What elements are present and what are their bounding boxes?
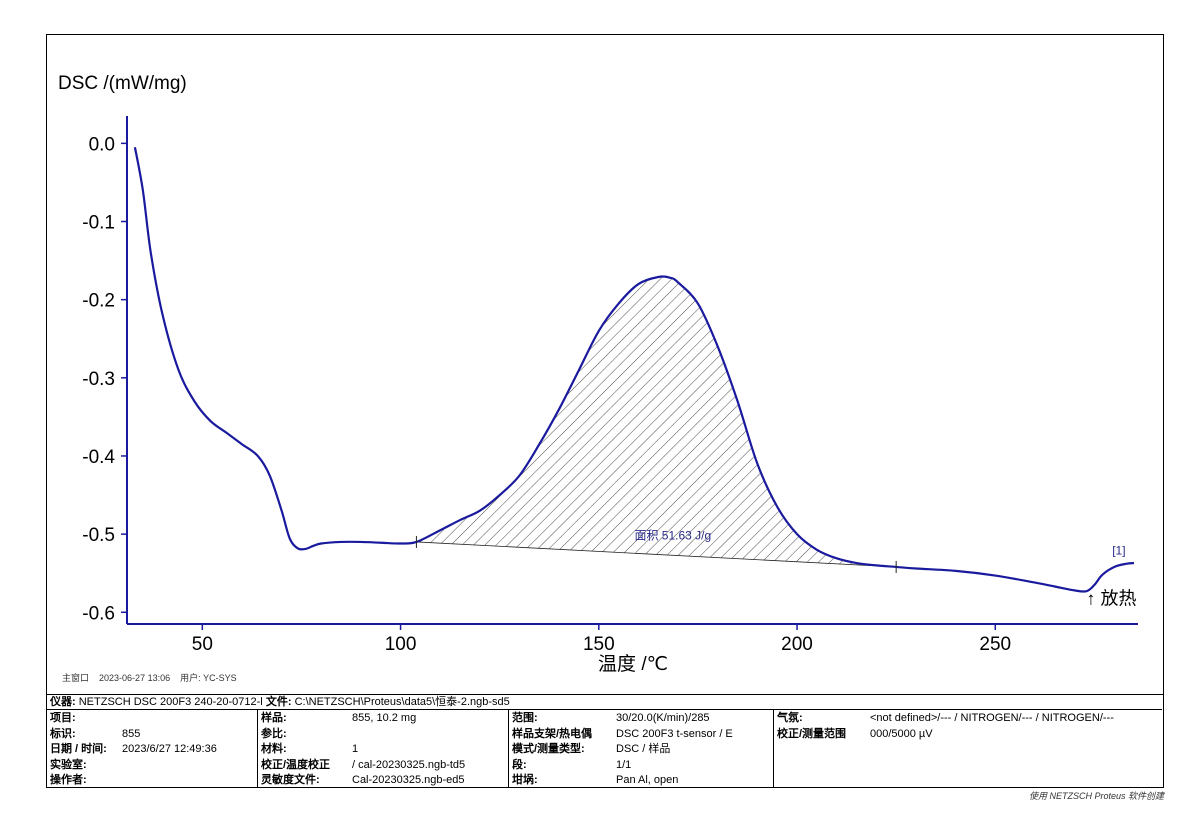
info-value: 1 bbox=[352, 743, 359, 756]
info-key: 校正/测量范围 bbox=[777, 727, 847, 740]
info-value: / cal-20230325.ngb-td5 bbox=[352, 758, 466, 771]
user-label: 用户: bbox=[180, 673, 201, 683]
y-tick-label: -0.3 bbox=[82, 369, 115, 390]
info-key: 段: bbox=[512, 758, 527, 771]
x-tick-label: 100 bbox=[385, 634, 417, 655]
info-key: 项目: bbox=[50, 712, 76, 724]
user-name: YC-SYS bbox=[203, 673, 237, 683]
footer-credit: 使用 NETZSCH Proteus 软件创建 bbox=[1028, 791, 1164, 801]
x-tick-label: 200 bbox=[781, 634, 813, 655]
axes bbox=[126, 116, 1138, 625]
y-axis-label: DSC /(mW/mg) bbox=[58, 73, 187, 94]
info-key: 气氛: bbox=[777, 712, 803, 724]
info-value: 855, 10.2 mg bbox=[352, 712, 417, 724]
window-meta: 主窗口 2023-06-27 13:06 用户: YC-SYS bbox=[62, 671, 237, 684]
info-key: 样品: bbox=[261, 712, 287, 724]
instrument-value: NETZSCH DSC 200F3 240-20-0712-l bbox=[78, 696, 263, 708]
info-key: 模式/测量类型: bbox=[512, 743, 585, 756]
info-header: 仪器: NETZSCH DSC 200F3 240-20-0712-l 文件: … bbox=[50, 695, 510, 709]
info-key: 样品支架/热电偶 bbox=[512, 727, 593, 740]
file-key: 文件: bbox=[265, 696, 292, 708]
y-tick-label: 0.0 bbox=[89, 134, 115, 155]
x-axis-label: 温度 /℃ bbox=[598, 653, 668, 675]
integration-baseline bbox=[416, 541, 897, 568]
info-value: 30/20.0(K/min)/285 bbox=[616, 712, 710, 724]
y-tick-label: -0.5 bbox=[82, 525, 115, 546]
info-key: 日期 / 时间: bbox=[50, 743, 107, 756]
integration-marks bbox=[415, 535, 897, 573]
dsc-chart: DSC /(mW/mg) 0.0 -0.1 -0.2 -0.3 -0.4 -0.5 -0.6… bbox=[58, 73, 1138, 675]
y-tick-label: -0.1 bbox=[82, 213, 115, 234]
info-key: 范围: bbox=[512, 712, 538, 724]
info-key: 参比: bbox=[261, 727, 287, 740]
x-tick-label: 250 bbox=[979, 634, 1011, 655]
info-value: Pan Al, open bbox=[616, 774, 679, 787]
y-tick-label: -0.4 bbox=[82, 447, 115, 468]
info-key: 灵敏度文件: bbox=[261, 774, 320, 787]
info-key: 坩埚: bbox=[512, 774, 538, 787]
y-tick-label: -0.6 bbox=[82, 603, 115, 624]
info-value: DSC 200F3 t-sensor / E bbox=[616, 727, 733, 740]
info-value: Cal-20230325.ngb-ed5 bbox=[352, 774, 465, 787]
info-key: 操作者: bbox=[50, 774, 87, 787]
col-divider-3 bbox=[773, 710, 774, 788]
y-tick-label: -0.2 bbox=[82, 291, 115, 312]
info-key: 标识: bbox=[50, 727, 76, 740]
col-divider-2 bbox=[508, 710, 509, 788]
measurement-info-table: 仪器: NETZSCH DSC 200F3 240-20-0712-l 文件: … bbox=[46, 694, 1164, 788]
timestamp: 2023-06-27 13:06 bbox=[99, 673, 171, 683]
instrument-key: 仪器: bbox=[50, 696, 76, 708]
exo-direction-label: ↑ 放热 bbox=[1086, 588, 1136, 608]
main-window-label: 主窗口 bbox=[62, 673, 90, 683]
integration-area bbox=[416, 276, 897, 567]
info-value: DSC / 样品 bbox=[616, 743, 671, 756]
ticks: 0.0 -0.1 -0.2 -0.3 -0.4 -0.5 -0.6 50 100 150 200 25… bbox=[82, 134, 1011, 655]
area-label: 面积 51.63 J/g bbox=[634, 529, 711, 543]
file-value: C:\NETZSCH\Proteus\data5\恒泰-2.ngb-sd5 bbox=[294, 696, 510, 708]
info-divider bbox=[46, 709, 1162, 710]
info-key: 材料: bbox=[261, 743, 287, 756]
x-tick-label: 50 bbox=[192, 634, 213, 655]
plot-frame bbox=[46, 34, 1164, 788]
info-value: <not defined>/--- / NITROGEN/--- / NITRO… bbox=[870, 712, 1114, 724]
info-key: 校正/温度校正 bbox=[261, 758, 331, 771]
info-value: 2023/6/27 12:49:36 bbox=[122, 743, 217, 756]
curve-tag: [1] bbox=[1112, 543, 1125, 557]
info-key: 实验室: bbox=[50, 758, 87, 771]
col-divider-1 bbox=[257, 710, 258, 788]
info-value: 1/1 bbox=[616, 758, 632, 771]
dsc-curve bbox=[133, 147, 1135, 593]
info-value: 000/5000 µV bbox=[870, 727, 933, 740]
info-value: 855 bbox=[122, 727, 141, 740]
x-tick-label: 150 bbox=[583, 634, 615, 655]
